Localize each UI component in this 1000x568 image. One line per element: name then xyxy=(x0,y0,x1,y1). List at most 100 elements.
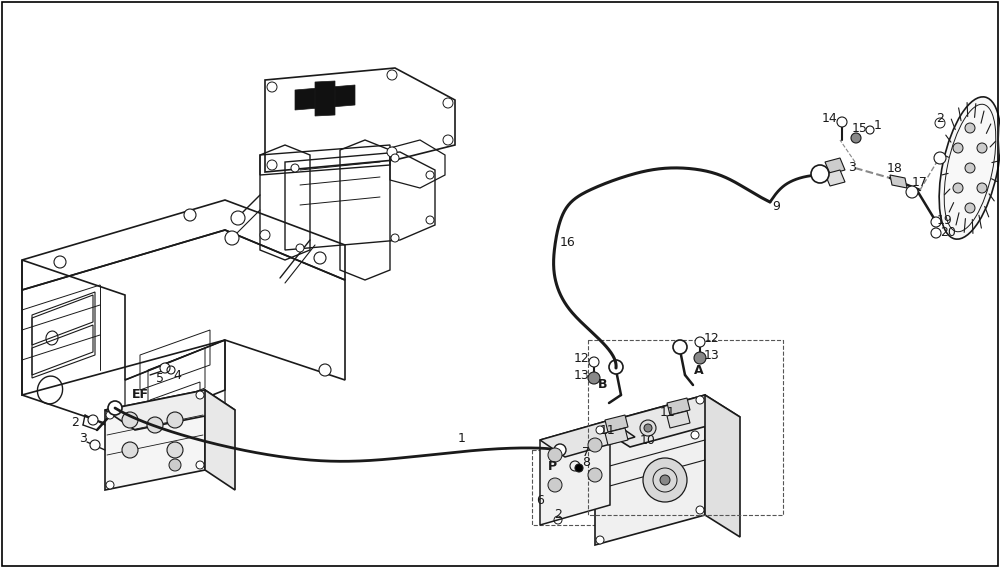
Circle shape xyxy=(548,478,562,492)
Polygon shape xyxy=(605,415,628,432)
Circle shape xyxy=(866,126,874,134)
Text: 1: 1 xyxy=(458,432,466,445)
Circle shape xyxy=(953,143,963,153)
Text: 12: 12 xyxy=(574,352,590,365)
Circle shape xyxy=(931,217,941,227)
Circle shape xyxy=(643,458,687,502)
Text: 16: 16 xyxy=(560,236,576,249)
Circle shape xyxy=(160,363,170,373)
Circle shape xyxy=(575,464,583,472)
Circle shape xyxy=(837,117,847,127)
Circle shape xyxy=(291,164,299,172)
Circle shape xyxy=(90,440,100,450)
Circle shape xyxy=(589,357,599,367)
Circle shape xyxy=(934,152,946,164)
Circle shape xyxy=(644,424,652,432)
Text: 2: 2 xyxy=(936,111,944,124)
Text: B: B xyxy=(598,378,608,391)
Circle shape xyxy=(646,426,654,434)
Polygon shape xyxy=(315,81,335,116)
Ellipse shape xyxy=(939,97,1000,239)
Bar xyxy=(588,340,783,515)
Circle shape xyxy=(88,415,98,425)
Text: 4: 4 xyxy=(173,369,181,382)
Text: A: A xyxy=(694,364,704,377)
Circle shape xyxy=(977,143,987,153)
Circle shape xyxy=(196,461,204,469)
Circle shape xyxy=(106,411,114,419)
Circle shape xyxy=(811,165,829,183)
Circle shape xyxy=(267,82,277,92)
Circle shape xyxy=(147,417,163,433)
Polygon shape xyxy=(890,175,907,188)
Polygon shape xyxy=(540,420,610,525)
Circle shape xyxy=(696,396,704,404)
Polygon shape xyxy=(667,398,690,415)
Polygon shape xyxy=(825,170,845,186)
Circle shape xyxy=(691,431,699,439)
Polygon shape xyxy=(825,158,845,174)
Circle shape xyxy=(225,231,239,245)
Text: 19: 19 xyxy=(937,214,953,227)
Circle shape xyxy=(548,448,562,462)
Circle shape xyxy=(122,412,138,428)
Circle shape xyxy=(554,444,566,456)
Circle shape xyxy=(965,123,975,133)
Circle shape xyxy=(443,98,453,108)
Bar xyxy=(532,450,612,525)
Polygon shape xyxy=(205,390,235,490)
Polygon shape xyxy=(555,470,568,480)
Circle shape xyxy=(106,481,114,489)
Text: 17: 17 xyxy=(912,176,928,189)
Text: 3: 3 xyxy=(848,161,856,173)
Circle shape xyxy=(169,459,181,471)
Text: 13: 13 xyxy=(574,369,590,382)
Polygon shape xyxy=(605,428,628,445)
Circle shape xyxy=(977,183,987,193)
Circle shape xyxy=(387,70,397,80)
Text: 5: 5 xyxy=(156,371,164,385)
Text: 11: 11 xyxy=(660,407,676,420)
Circle shape xyxy=(965,163,975,173)
Text: 10: 10 xyxy=(640,433,656,446)
Text: 20: 20 xyxy=(940,225,956,239)
Text: 6: 6 xyxy=(536,494,544,507)
Text: 8: 8 xyxy=(582,456,590,469)
Text: 3: 3 xyxy=(79,432,87,445)
Circle shape xyxy=(935,118,945,128)
Polygon shape xyxy=(105,390,205,490)
Circle shape xyxy=(588,438,602,452)
Circle shape xyxy=(184,209,196,221)
Circle shape xyxy=(196,391,204,399)
Circle shape xyxy=(443,135,453,145)
Polygon shape xyxy=(595,395,740,447)
Text: 12: 12 xyxy=(704,332,720,345)
Circle shape xyxy=(953,183,963,193)
Circle shape xyxy=(906,186,918,198)
Text: EF: EF xyxy=(132,389,149,402)
Circle shape xyxy=(54,256,66,268)
Polygon shape xyxy=(555,478,568,492)
Polygon shape xyxy=(667,411,690,428)
Circle shape xyxy=(167,442,183,458)
Circle shape xyxy=(260,230,270,240)
Circle shape xyxy=(426,171,434,179)
Text: 18: 18 xyxy=(887,161,903,174)
Circle shape xyxy=(167,412,183,428)
Circle shape xyxy=(108,401,122,415)
Circle shape xyxy=(596,536,604,544)
Circle shape xyxy=(660,475,670,485)
Circle shape xyxy=(314,252,326,264)
Polygon shape xyxy=(705,395,740,537)
Circle shape xyxy=(391,234,399,242)
Text: 14: 14 xyxy=(822,111,838,124)
Text: 1: 1 xyxy=(874,119,882,132)
Text: 9: 9 xyxy=(772,199,780,212)
Circle shape xyxy=(588,372,600,384)
Circle shape xyxy=(122,442,138,458)
Circle shape xyxy=(696,506,704,514)
Circle shape xyxy=(609,360,623,374)
Circle shape xyxy=(851,133,861,143)
Circle shape xyxy=(596,426,604,434)
Circle shape xyxy=(231,211,245,225)
